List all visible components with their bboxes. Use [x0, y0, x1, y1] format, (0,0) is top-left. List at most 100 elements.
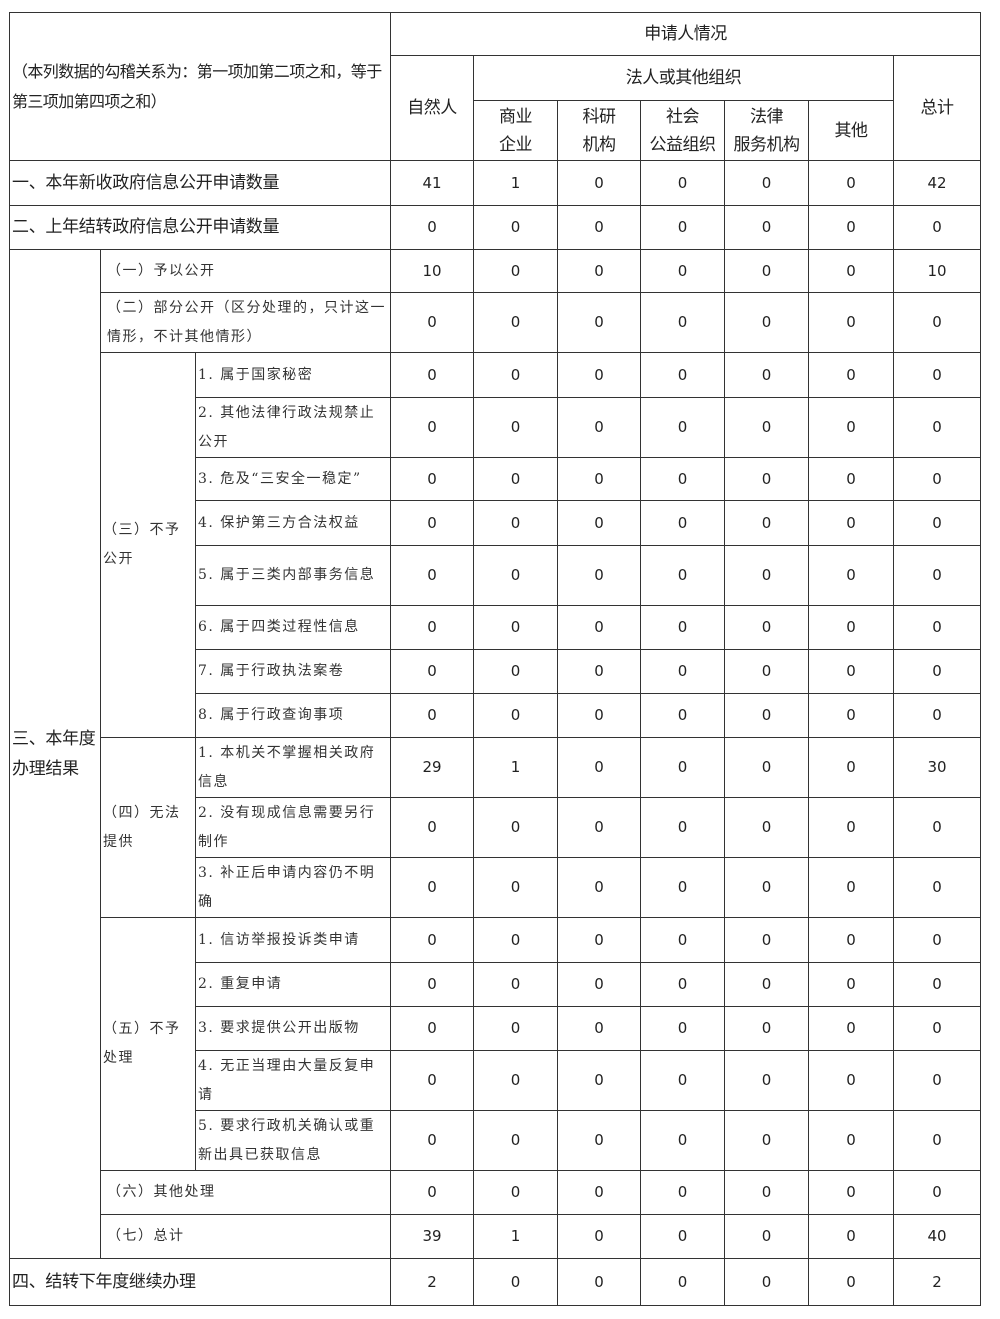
cell-value: 0	[557, 1258, 641, 1306]
cell-value: 0	[893, 500, 981, 546]
row-label: 二、上年结转政府信息公开申请数量	[9, 205, 391, 250]
cell-value: 0	[808, 397, 894, 458]
cell-value: 0	[473, 352, 558, 398]
cell-value: 0	[808, 1006, 894, 1051]
cell-value: 0	[390, 917, 474, 963]
cell-value: 0	[640, 917, 725, 963]
cell-value: 0	[724, 797, 809, 858]
row-label: （七）总计	[100, 1214, 391, 1259]
row-label: 2. 重复申请	[195, 962, 391, 1007]
cell-value: 0	[808, 545, 894, 606]
table-row: （四）无法提供 1. 本机关不掌握相关政府信息 29 1 0 0 0 0 30	[10, 737, 981, 918]
cell-value: 0	[893, 649, 981, 694]
cell-value: 0	[390, 797, 474, 858]
table-row: （七）总计 39 1 0 0 0 0 40	[10, 1214, 981, 1259]
section3-label: 三、本年度办理结果	[9, 249, 101, 1259]
cell-value: 0	[557, 457, 641, 501]
cell-value: 10	[893, 249, 981, 293]
row-label: 2. 其他法律行政法规禁止公开	[195, 397, 391, 458]
cell-value: 2	[390, 1258, 474, 1306]
cell-value: 0	[724, 917, 809, 963]
cell-value: 0	[557, 397, 641, 458]
cell-value: 0	[893, 545, 981, 606]
cell-value: 0	[473, 917, 558, 963]
cell-value: 0	[724, 605, 809, 650]
cell-value: 0	[390, 292, 474, 353]
cell-value: 0	[808, 1258, 894, 1306]
cell-value: 0	[557, 797, 641, 858]
cell-value: 0	[557, 500, 641, 546]
cell-value: 0	[640, 605, 725, 650]
cell-value: 0	[808, 1214, 894, 1259]
cell-value: 0	[473, 545, 558, 606]
cell-value: 0	[640, 1050, 725, 1111]
cell-value: 0	[893, 1170, 981, 1215]
cell-value: 0	[473, 292, 558, 353]
row-label: （一）予以公开	[100, 249, 391, 293]
cell-value: 0	[724, 1170, 809, 1215]
cell-value: 0	[724, 205, 809, 250]
cell-value: 0	[390, 1170, 474, 1215]
cell-value: 0	[557, 857, 641, 918]
gov-info-disclosure-table: （本列数据的勾稽关系为：第一项加第二项之和，等于第三项加第四项之和） 申请人情况…	[9, 12, 981, 1306]
cell-value: 0	[893, 797, 981, 858]
row-label: 四、结转下年度继续办理	[9, 1258, 391, 1306]
row-label: 4. 保护第三方合法权益	[195, 500, 391, 546]
cell-value: 0	[808, 693, 894, 738]
cell-value: 1	[473, 737, 558, 798]
row-label: 1. 属于国家秘密	[195, 352, 391, 398]
row-label: 1. 信访举报投诉类申请	[195, 917, 391, 963]
cell-value: 0	[390, 962, 474, 1007]
cell-value: 0	[808, 249, 894, 293]
cell-value: 0	[473, 857, 558, 918]
cell-value: 0	[390, 605, 474, 650]
table-row: 四、结转下年度继续办理 2 0 0 0 0 0 2	[9, 1258, 981, 1306]
table-row: 4. 无正当理由大量反复申请 0 0 0 0 0 0 0	[10, 1050, 981, 1111]
cell-value: 0	[640, 205, 725, 250]
cell-value: 42	[893, 160, 981, 206]
cell-value: 0	[473, 205, 558, 250]
cell-value: 0	[808, 797, 894, 858]
table-row: （五）不予处理 1. 信访举报投诉类申请 0 0 0 0 0 0 0	[10, 917, 981, 1171]
cell-value: 0	[557, 249, 641, 293]
cell-value: 0	[640, 457, 725, 501]
cell-value: 0	[808, 160, 894, 206]
table-row: 一、本年新收政府信息公开申请数量 41 1 0 0 0 0 42	[9, 160, 981, 206]
cell-value: 0	[390, 500, 474, 546]
cell-value: 0	[473, 457, 558, 501]
cell-value: 0	[390, 1110, 474, 1171]
cell-value: 40	[893, 1214, 981, 1259]
cell-value: 41	[390, 160, 474, 206]
cell-value: 0	[640, 693, 725, 738]
cell-value: 2	[893, 1258, 981, 1306]
table-row: 4. 保护第三方合法权益 0 0 0 0 0 0 0	[10, 500, 981, 546]
cell-value: 0	[640, 962, 725, 1007]
cell-value: 0	[557, 1050, 641, 1111]
cell-value: 0	[390, 649, 474, 694]
cell-value: 0	[724, 1110, 809, 1171]
cell-value: 0	[893, 457, 981, 501]
table-row: 8. 属于行政查询事项 0 0 0 0 0 0 0	[10, 693, 981, 738]
cell-value: 1	[473, 1214, 558, 1259]
cell-value: 0	[557, 737, 641, 798]
cell-value: 0	[557, 693, 641, 738]
cell-value: 0	[724, 500, 809, 546]
row-label: （二）部分公开（区分处理的，只计这一情形，不计其他情形）	[100, 292, 391, 353]
org-header-public-welfare: 社会 公益组织	[640, 100, 725, 161]
table-row: 3. 补正后申请内容仍不明确 0 0 0 0 0 0 0	[10, 857, 981, 918]
cell-value: 0	[473, 693, 558, 738]
row-label: 3. 补正后申请内容仍不明确	[195, 857, 391, 918]
cell-value: 0	[724, 397, 809, 458]
cell-value: 0	[724, 737, 809, 798]
cell-value: 0	[557, 352, 641, 398]
cell-value: 0	[390, 857, 474, 918]
cell-value: 0	[808, 292, 894, 353]
table-row: 2. 其他法律行政法规禁止公开 0 0 0 0 0 0 0	[10, 397, 981, 458]
table-row: （二）部分公开（区分处理的，只计这一情形，不计其他情形） 0 0 0 0 0 0 0	[10, 292, 981, 353]
org-header-legal-service: 法律 服务机构	[724, 100, 809, 161]
table-row: 三、本年度办理结果 （一）予以公开 10 0 0 0 0 0 10	[9, 249, 981, 1259]
cell-value: 0	[893, 962, 981, 1007]
group-cannot-provide: （四）无法提供	[100, 737, 196, 918]
cell-value: 0	[724, 962, 809, 1007]
cell-value: 0	[808, 649, 894, 694]
